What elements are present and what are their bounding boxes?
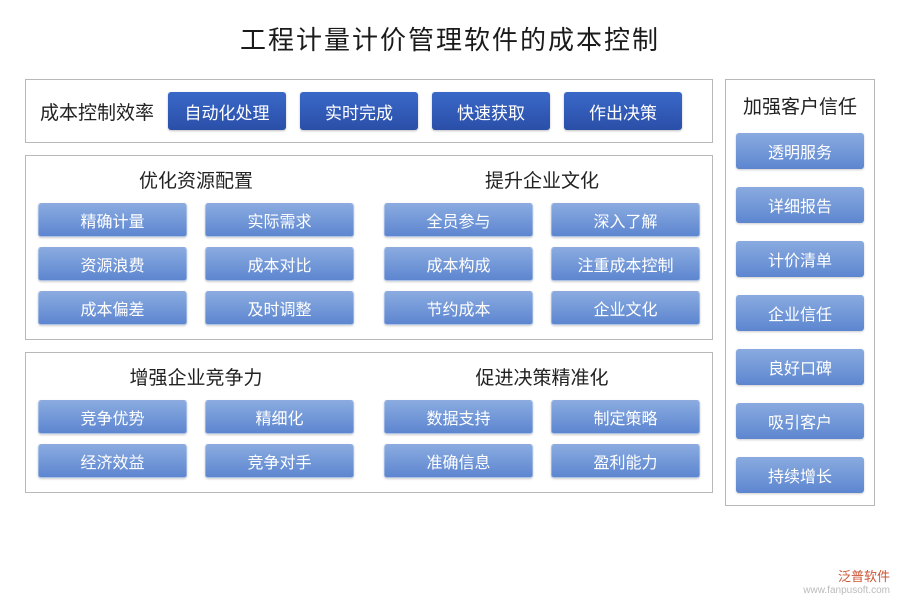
- efficiency-item: 实时完成: [300, 92, 418, 130]
- efficiency-item: 自动化处理: [168, 92, 286, 130]
- quad-item: 深入了解: [551, 203, 700, 237]
- trust-item: 透明服务: [736, 133, 864, 169]
- trust-item: 企业信任: [736, 295, 864, 331]
- quad-item: 成本构成: [384, 247, 533, 281]
- quad-grid: 精确计量 实际需求 资源浪费 成本对比 成本偏差 及时调整: [38, 203, 354, 325]
- right-column: 加强客户信任 透明服务 详细报告 计价清单 企业信任 良好口碑 吸引客户 持续增…: [725, 79, 875, 506]
- quad-item: 竞争对手: [205, 444, 354, 478]
- quad-row-top: 优化资源配置 精确计量 实际需求 资源浪费 成本对比 成本偏差 及时调整 提升企…: [25, 155, 713, 340]
- quad-item: 实际需求: [205, 203, 354, 237]
- quad-grid: 竞争优势 精细化 经济效益 竞争对手: [38, 400, 354, 478]
- main-layout: 成本控制效率 自动化处理 实时完成 快速获取 作出决策 优化资源配置 精确计量 …: [25, 79, 875, 506]
- trust-title: 加强客户信任: [736, 92, 864, 119]
- quad-item: 企业文化: [551, 291, 700, 325]
- left-column: 成本控制效率 自动化处理 实时完成 快速获取 作出决策 优化资源配置 精确计量 …: [25, 79, 713, 506]
- efficiency-item: 快速获取: [432, 92, 550, 130]
- quad-title: 优化资源配置: [38, 166, 354, 193]
- efficiency-panel: 成本控制效率 自动化处理 实时完成 快速获取 作出决策: [25, 79, 713, 143]
- quad-grid: 全员参与 深入了解 成本构成 注重成本控制 节约成本 企业文化: [384, 203, 700, 325]
- quad-item: 数据支持: [384, 400, 533, 434]
- quad-item: 注重成本控制: [551, 247, 700, 281]
- efficiency-label: 成本控制效率: [40, 98, 154, 125]
- watermark-url: www.fanpusoft.com: [803, 585, 890, 596]
- quad-item: 精细化: [205, 400, 354, 434]
- trust-item: 吸引客户: [736, 403, 864, 439]
- trust-list: 透明服务 详细报告 计价清单 企业信任 良好口碑 吸引客户 持续增长: [736, 133, 864, 493]
- watermark-brand: 泛普软件: [838, 569, 890, 584]
- quad-item: 经济效益: [38, 444, 187, 478]
- trust-item: 详细报告: [736, 187, 864, 223]
- quad-item: 准确信息: [384, 444, 533, 478]
- quad-item: 成本对比: [205, 247, 354, 281]
- efficiency-item: 作出决策: [564, 92, 682, 130]
- quad-item: 制定策略: [551, 400, 700, 434]
- quad-item: 竞争优势: [38, 400, 187, 434]
- quad-item: 精确计量: [38, 203, 187, 237]
- trust-panel: 加强客户信任 透明服务 详细报告 计价清单 企业信任 良好口碑 吸引客户 持续增…: [725, 79, 875, 506]
- page-title: 工程计量计价管理软件的成本控制: [25, 20, 875, 57]
- quad-item: 盈利能力: [551, 444, 700, 478]
- quad-resource-allocation: 优化资源配置 精确计量 实际需求 资源浪费 成本对比 成本偏差 及时调整: [38, 166, 354, 325]
- quad-decision-precision: 促进决策精准化 数据支持 制定策略 准确信息 盈利能力: [384, 363, 700, 478]
- quad-row-bottom: 增强企业竞争力 竞争优势 精细化 经济效益 竞争对手 促进决策精准化 数据支持 …: [25, 352, 713, 493]
- trust-item: 良好口碑: [736, 349, 864, 385]
- quad-grid: 数据支持 制定策略 准确信息 盈利能力: [384, 400, 700, 478]
- trust-item: 持续增长: [736, 457, 864, 493]
- quad-title: 促进决策精准化: [384, 363, 700, 390]
- quad-item: 资源浪费: [38, 247, 187, 281]
- quad-item: 节约成本: [384, 291, 533, 325]
- quad-title: 提升企业文化: [384, 166, 700, 193]
- quad-item: 全员参与: [384, 203, 533, 237]
- quad-corporate-culture: 提升企业文化 全员参与 深入了解 成本构成 注重成本控制 节约成本 企业文化: [384, 166, 700, 325]
- quad-container: 优化资源配置 精确计量 实际需求 资源浪费 成本对比 成本偏差 及时调整 提升企…: [25, 155, 713, 493]
- quad-item: 及时调整: [205, 291, 354, 325]
- quad-competitiveness: 增强企业竞争力 竞争优势 精细化 经济效益 竞争对手: [38, 363, 354, 478]
- quad-title: 增强企业竞争力: [38, 363, 354, 390]
- watermark: 泛普软件 www.fanpusoft.com: [803, 570, 890, 596]
- quad-item: 成本偏差: [38, 291, 187, 325]
- trust-item: 计价清单: [736, 241, 864, 277]
